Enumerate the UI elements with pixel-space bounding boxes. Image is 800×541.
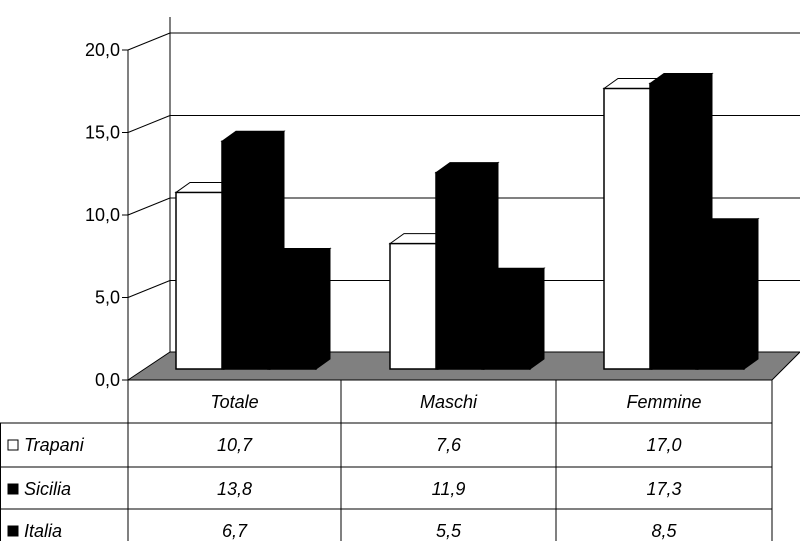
y-tick-label: 20,0 xyxy=(85,40,120,60)
bar-italia-maschi xyxy=(481,277,531,370)
bar-side xyxy=(743,217,759,370)
data-label: 8,5 xyxy=(651,521,677,541)
side-wall-gridline xyxy=(127,115,171,133)
y-tick-label: 0,0 xyxy=(95,370,120,390)
data-label: 17,0 xyxy=(646,435,681,455)
y-tick-label: 10,0 xyxy=(85,205,120,225)
side-wall-gridline xyxy=(127,280,171,298)
bar-italia-totale xyxy=(267,257,317,370)
y-tick-label: 15,0 xyxy=(85,123,120,143)
bar-trapani-maschi xyxy=(389,242,439,370)
y-tick-label: 5,0 xyxy=(95,288,120,308)
side-wall-gridline xyxy=(127,32,171,51)
bar-italia-femmine xyxy=(695,228,745,370)
bar-sicilia-totale xyxy=(221,140,271,370)
data-label: 13,8 xyxy=(217,479,252,499)
bar-sicilia-femmine xyxy=(649,82,699,370)
bar-side xyxy=(529,267,545,370)
data-label: 5,5 xyxy=(436,521,462,541)
data-label: 10,7 xyxy=(217,435,253,455)
category-label-totale: Totale xyxy=(210,392,258,412)
data-label: 6,7 xyxy=(222,521,248,541)
legend-label-sicilia: Sicilia xyxy=(24,479,71,499)
data-label: 7,6 xyxy=(436,435,462,455)
data-label: 11,9 xyxy=(432,479,466,499)
side-wall-gridline xyxy=(127,197,171,216)
bar-sicilia-maschi xyxy=(435,171,485,370)
category-label-maschi: Maschi xyxy=(420,392,478,412)
legend-key-italia xyxy=(7,525,19,537)
legend-key-trapani xyxy=(7,439,19,451)
legend-label-italia: Italia xyxy=(24,521,62,541)
data-label: 17,3 xyxy=(646,479,681,499)
legend-label-trapani: Trapani xyxy=(24,435,85,455)
category-label-femmine: Femmine xyxy=(626,392,701,412)
bar-trapani-femmine xyxy=(603,87,653,370)
legend-key-sicilia xyxy=(7,483,19,495)
bar-side xyxy=(315,247,331,370)
bar-trapani-totale xyxy=(175,191,225,370)
